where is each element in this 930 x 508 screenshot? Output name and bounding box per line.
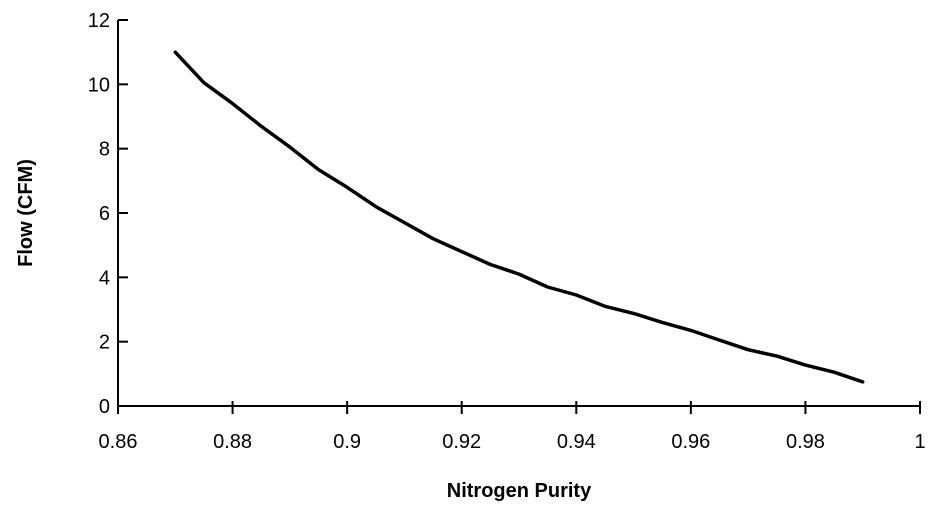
y-tick-label: 2 xyxy=(99,332,110,354)
axes xyxy=(117,20,920,407)
y-tick-label: 12 xyxy=(88,10,110,32)
x-ticks: 0.86 0.88 0.9 0.92 0.94 0.96 0.98 1 xyxy=(99,401,926,453)
x-tick-label: 1 xyxy=(914,431,925,453)
series-layer xyxy=(173,50,865,384)
x-tick-label: 0.98 xyxy=(786,431,825,453)
y-tick-label: 6 xyxy=(99,203,110,225)
y-tick-label: 0 xyxy=(99,396,110,418)
x-tick-label: 0.88 xyxy=(213,431,252,453)
y-ticks: 0 2 4 6 8 10 12 xyxy=(88,10,128,418)
x-axis-title: Nitrogen Purity xyxy=(447,480,592,502)
x-tick-label: 0.96 xyxy=(671,431,710,453)
y-tick-label: 10 xyxy=(88,74,110,96)
x-tick-label: 0.9 xyxy=(333,431,361,453)
y-tick-label: 4 xyxy=(99,267,110,289)
x-tick-label: 0.86 xyxy=(99,431,138,453)
x-tick-label: 0.94 xyxy=(557,431,596,453)
y-axis-title: Flow (CFM) xyxy=(15,159,37,267)
x-tick-label: 0.92 xyxy=(442,431,481,453)
y-tick-label: 8 xyxy=(99,139,110,161)
series-line xyxy=(173,50,865,384)
